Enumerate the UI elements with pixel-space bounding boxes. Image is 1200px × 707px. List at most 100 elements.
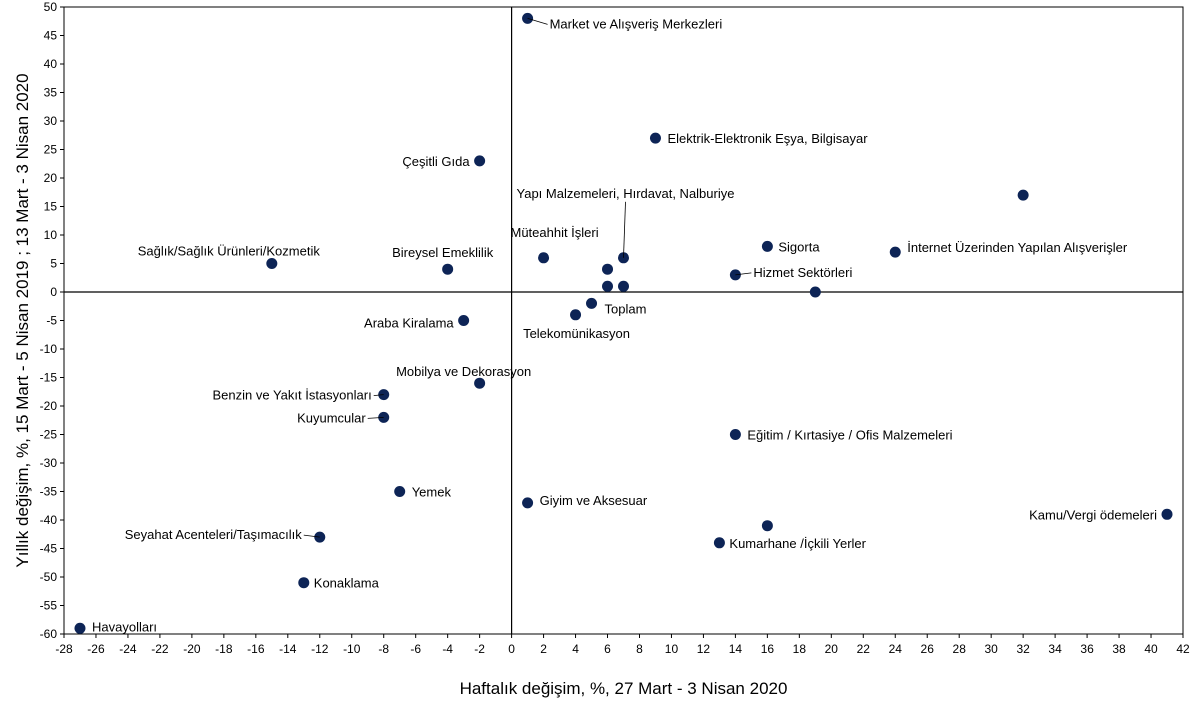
x-tick-label: -12	[311, 642, 329, 656]
data-point	[618, 280, 629, 292]
x-tick-label: 38	[1112, 642, 1126, 656]
data-point	[1161, 508, 1173, 520]
y-tick-label: 0	[50, 285, 57, 299]
x-tick-label: -26	[87, 642, 105, 656]
x-tick-label: -14	[279, 642, 297, 656]
point-label: Giyim ve Aksesuar	[540, 493, 648, 508]
y-tick-label: 5	[50, 257, 57, 271]
point-label: Benzin ve Yakıt İstasyonları	[212, 388, 371, 403]
y-tick-label: -35	[40, 485, 58, 499]
y-tick-label: 25	[44, 143, 58, 157]
point-label: Toplam	[605, 301, 647, 316]
x-tick-label: -22	[151, 642, 169, 656]
y-tick-label: 45	[44, 29, 58, 43]
point-label: Bireysel Emeklilik	[392, 245, 494, 260]
x-tick-label: 2	[540, 642, 547, 656]
x-axis-title: Haftalık değişim, %, 27 Mart - 3 Nisan 2…	[460, 679, 788, 698]
x-tick-label: 20	[825, 642, 839, 656]
point-label: Elektrik-Elektronik Eşya, Bilgisayar	[667, 131, 868, 146]
y-tick-label: -30	[40, 456, 58, 470]
data-point	[602, 280, 614, 292]
x-tick-label: -20	[183, 642, 201, 656]
y-tick-label: 10	[44, 228, 58, 242]
x-tick-label: 36	[1080, 642, 1094, 656]
y-tick-label: -55	[40, 599, 58, 613]
data-point	[809, 286, 821, 298]
x-tick-label: 6	[604, 642, 611, 656]
point-label: Kuyumcular	[297, 410, 366, 425]
data-point	[298, 577, 310, 589]
x-tick-label: -8	[378, 642, 389, 656]
data-point	[586, 297, 598, 309]
label-leader-line	[367, 417, 384, 419]
data-point	[602, 263, 614, 275]
point-label: Mobilya ve Dekorasyon	[396, 364, 531, 379]
data-point	[394, 486, 406, 497]
y-tick-label: -25	[40, 428, 58, 442]
point-label: Havayolları	[92, 619, 157, 634]
x-tick-label: 12	[697, 642, 711, 656]
x-tick-label: 34	[1048, 642, 1062, 656]
point-label: Sigorta	[778, 239, 820, 254]
point-label: Çeşitli Gıda	[402, 154, 470, 169]
point-label: Yemek	[412, 485, 452, 500]
x-tick-label: 24	[889, 642, 903, 656]
data-point	[649, 132, 661, 144]
y-tick-label: 35	[44, 86, 58, 100]
y-tick-label: -15	[40, 371, 58, 385]
data-point	[266, 258, 278, 269]
data-point	[1017, 189, 1029, 201]
data-point	[474, 377, 486, 389]
data-point	[442, 263, 454, 275]
point-labels: Market ve Alışveriş Merkezleri Elektrik-E…	[92, 16, 1157, 634]
point-label: Kamu/Vergi ödemeleri	[1029, 507, 1157, 522]
data-point	[761, 240, 773, 252]
label-leader-line	[623, 201, 626, 258]
x-tick-label: 4	[572, 642, 579, 656]
y-tick-label: -20	[40, 399, 58, 413]
x-tick-label: 0	[508, 642, 515, 656]
label-leader-line	[527, 18, 548, 25]
point-label: Market ve Alışveriş Merkezleri	[550, 16, 723, 31]
data-point	[761, 520, 773, 532]
x-tick-label: -16	[247, 642, 265, 656]
x-tick-label: 30	[984, 642, 998, 656]
x-tick-label: -4	[442, 642, 453, 656]
data-point	[538, 252, 550, 264]
y-tick-label: -5	[46, 314, 57, 328]
data-point	[889, 246, 901, 258]
label-leader-line	[735, 272, 752, 276]
point-label: Müteahhit İşleri	[510, 225, 598, 240]
data-point	[522, 497, 534, 509]
point-label: Araba Kiralama	[364, 316, 454, 331]
x-tick-label: 8	[636, 642, 643, 656]
point-label: İnternet Üzerinden Yapılan Alışverişler	[907, 240, 1128, 255]
y-tick-label: 50	[44, 0, 58, 14]
data-point	[729, 429, 741, 440]
y-tick-label: -10	[40, 342, 58, 356]
x-tick-label: 14	[729, 642, 743, 656]
data-point	[74, 622, 86, 634]
x-tick-label: -6	[410, 642, 421, 656]
tick-labels: -28 -26 -2 4 -22 -20 -18 -16 -14 -12 -10 -8 -6 -4 -2 0 2…	[40, 0, 1190, 656]
x-tick-label: 10	[665, 642, 679, 656]
data-point	[570, 309, 582, 321]
y-tick-label: -45	[40, 542, 58, 556]
y-tick-label: -50	[40, 570, 58, 584]
point-label: Kumarhane /İçkili Yerler	[729, 536, 866, 551]
point-label: Eğitim / Kırtasiye / Ofis Malzemeleri	[747, 428, 952, 443]
x-tick-label: -18	[215, 642, 233, 656]
x-tick-label: 42	[1176, 642, 1190, 656]
x-tick-label: -2	[474, 642, 485, 656]
y-tick-label: -60	[40, 627, 58, 641]
x-tick-label: 28	[953, 642, 967, 656]
point-label: Konaklama	[314, 576, 380, 591]
x-tick-label: 18	[793, 642, 807, 656]
x-tick-label: -28	[55, 642, 73, 656]
data-point	[474, 155, 486, 167]
point-label: Seyahat Acenteleri/Taşımacılık	[125, 527, 303, 542]
y-tick-label: 20	[44, 171, 58, 185]
point-label: Hizmet Sektörleri	[753, 265, 852, 280]
y-tick-label: 30	[44, 114, 58, 128]
data-point	[713, 537, 725, 549]
